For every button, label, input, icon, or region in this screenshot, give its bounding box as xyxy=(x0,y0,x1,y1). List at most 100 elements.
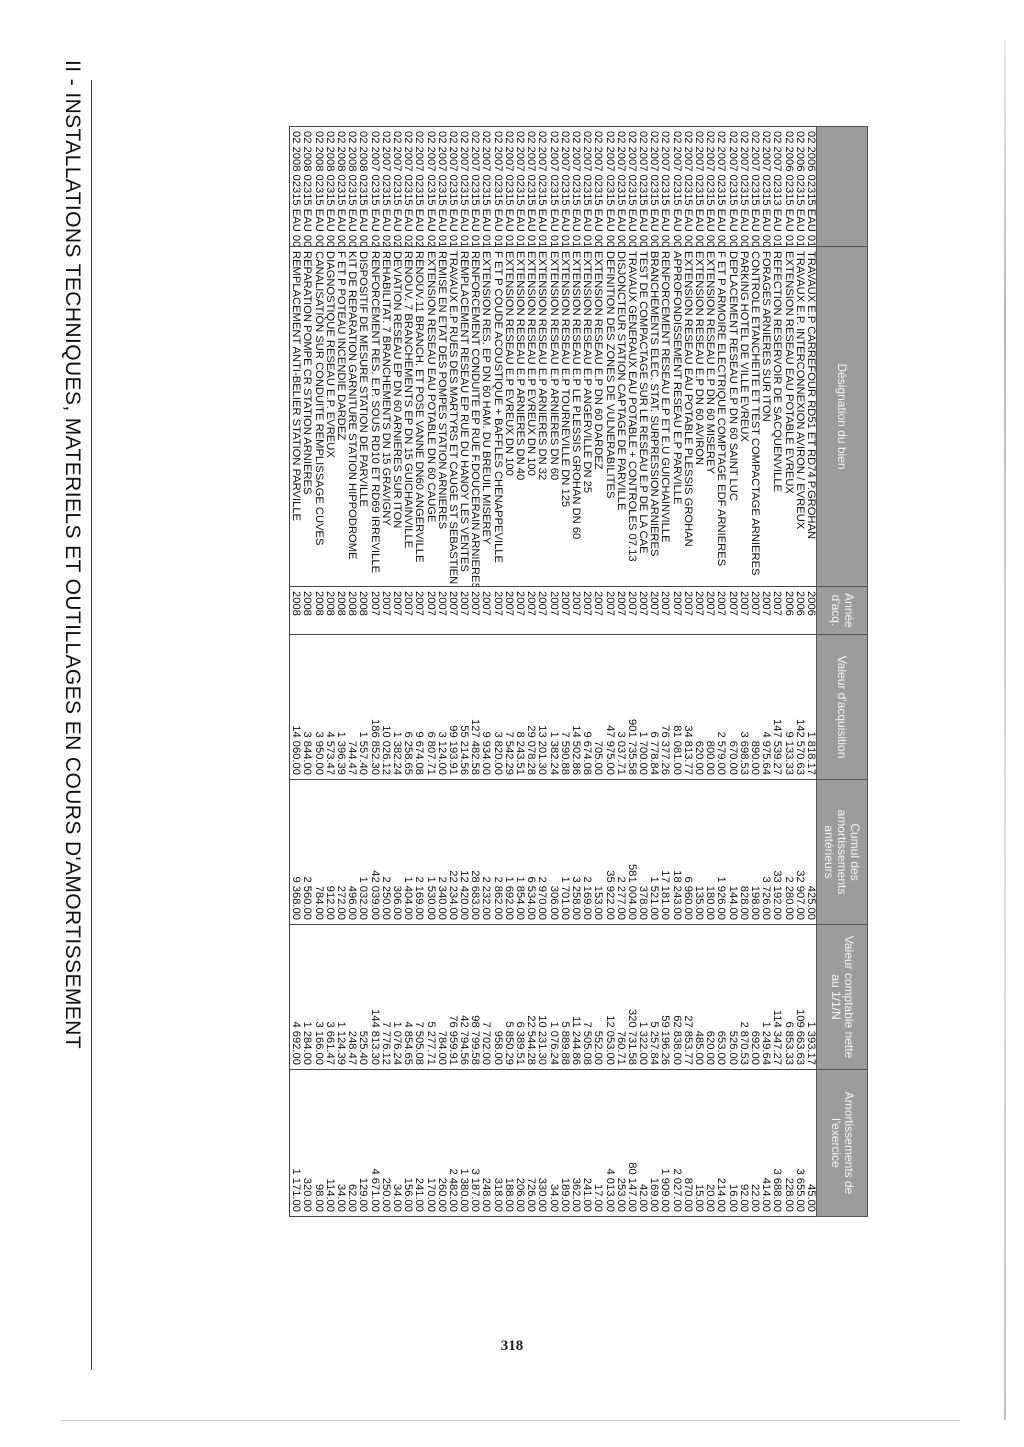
acquisition-year: 2007 xyxy=(637,586,649,635)
net-book-value: 485.00 xyxy=(692,924,705,1070)
net-book-value: 7 505.08 xyxy=(581,924,593,1070)
net-book-value: 98 799.58 xyxy=(469,924,481,1070)
table-row: 02 2007 02315 EAU 0118 EXTENSION RES. EP … xyxy=(480,126,492,1217)
net-book-value: 1 249.64 xyxy=(760,924,772,1070)
year-depreciation: 16.00 xyxy=(726,1069,738,1217)
net-book-value: 22 544.28 xyxy=(525,924,537,1070)
asset-designation: EXTENSION RESEAU E.P ARNIERES DN 32 xyxy=(536,246,548,587)
acquisition-year: 2007 xyxy=(760,586,772,635)
table-row: 02 2006 02315 EAU 0143 TRAVAUX E.P CARREF… xyxy=(804,126,817,1217)
acquisition-year: 2008 xyxy=(346,586,358,635)
net-book-value: 5 889.88 xyxy=(558,924,570,1070)
asset-reference: 02 2007 02313 EAU 0115 xyxy=(771,126,783,247)
asset-reference: 02 2007 02315 EAU 0048 xyxy=(648,126,660,247)
asset-reference: 02 2007 02315 EAU 0069 xyxy=(603,126,615,247)
table-row: 02 2007 02315 EAU 0024 DEPLACEMENT RESEAU… xyxy=(726,126,738,1217)
table-row: 02 2007 02315 EAU 0101 EXTENSION RESEAU E… xyxy=(569,126,582,1217)
net-book-value: 760.71 xyxy=(614,924,626,1070)
asset-reference: 02 2008 02315 EAU 0007 xyxy=(323,126,335,247)
acquisition-value: 3 820.00 xyxy=(491,634,503,780)
acquisition-value: 10 026.12 xyxy=(379,634,391,780)
asset-reference: 02 2007 02315 EAU 0202 xyxy=(413,126,425,247)
page-number: 318 xyxy=(500,1338,524,1354)
asset-designation: REMPLACEMENT ANTI-BELIER STATION PARVILL… xyxy=(289,246,302,587)
asset-designation: RENFORCEMENT RES. E.P. SOUS RD10 ET RD69… xyxy=(368,246,380,587)
acquisition-year: 2007 xyxy=(536,586,548,635)
year-depreciation: 3 655.00 xyxy=(793,1069,805,1217)
year-depreciation: 253.00 xyxy=(614,1069,626,1217)
acquisition-value: 4 573.47 xyxy=(323,634,335,780)
asset-reference: 02 2006 02315 EAU 0143 xyxy=(804,126,817,247)
table-row: 02 2007 02315 EAU 0205 REHABILITAT. 7 BRA… xyxy=(379,126,391,1217)
asset-reference: 02 2007 02315 EAU 0116 xyxy=(491,126,503,247)
prior-depreciation: 1 854.00 xyxy=(513,779,526,925)
net-book-value: 552.00 xyxy=(592,924,604,1070)
title-rule xyxy=(91,80,92,1370)
prior-depreciation: 2 250.00 xyxy=(379,779,391,925)
prior-depreciation: 2 970.00 xyxy=(536,779,548,925)
asset-reference: 02 2007 02315 EAU 0204 xyxy=(390,126,403,247)
acquisition-value: 901 735.58 xyxy=(625,634,637,780)
asset-designation: CONTROLE ETANCHEITE ET TEST COMPACTAGE A… xyxy=(748,246,761,587)
asset-designation: REHABILITAT. 7 BRANCHEMENTS DN 15 GRAVIG… xyxy=(379,246,391,587)
asset-designation: PARKING HOTEL DE VILLE EVREUX xyxy=(737,246,749,587)
net-book-value: 4 692.00 xyxy=(289,924,302,1070)
asset-designation: REMISE EN ETAT DES POMPES STATION ARNIER… xyxy=(435,246,447,587)
acquisition-value: 3 950.00 xyxy=(312,634,324,780)
table-row: 02 2007 02315 EAU 0203 RENOUV. 7 BRANCHEM… xyxy=(402,126,414,1217)
acquisition-value: 142 570.63 xyxy=(793,634,805,780)
asset-reference: 02 2007 02315 EAU 0206 xyxy=(368,126,380,247)
asset-designation: EXTENSION RESEAU E.P TOURNEVILLE DN 125 xyxy=(558,246,570,587)
asset-reference: 02 2007 02315 EAU 0105 xyxy=(525,126,537,247)
acquisition-value: 127 482.58 xyxy=(469,634,481,780)
year-depreciation: 92.00 xyxy=(737,1069,749,1217)
asset-reference: 02 2007 02315 EAU 0201 xyxy=(424,126,436,247)
acquisition-year: 2007 xyxy=(715,586,727,635)
asset-designation: RENOUV. 7 BRANCHEMENTS EP DN 15 GUICHAIN… xyxy=(402,246,414,587)
year-depreciation: 15.00 xyxy=(692,1069,705,1217)
net-book-value: 3 166.00 xyxy=(312,924,324,1070)
asset-designation: BRANCHEMENTS ELEC. STAT. SURPRESSION ARN… xyxy=(648,246,660,587)
year-depreciation: 42.00 xyxy=(637,1069,649,1217)
acquisition-year: 2007 xyxy=(726,586,738,635)
year-depreciation: 189.00 xyxy=(558,1069,570,1217)
acquisition-year: 2007 xyxy=(737,586,749,635)
acquisition-value: 890.00 xyxy=(748,634,761,780)
asset-reference: 02 2007 02315 EAU 0102 xyxy=(558,126,570,247)
acquisition-value: 99 193.91 xyxy=(446,634,458,780)
net-book-value: 114 347.27 xyxy=(771,924,783,1070)
asset-reference: 02 2007 02315 EAU 0024 xyxy=(726,126,738,247)
asset-designation: DEPLACEMENT RESEAU E.P DN 60 SAINT LUC xyxy=(726,246,738,587)
asset-reference: 02 2007 02315 EAU 0025 xyxy=(715,126,727,247)
table-row: 02 2007 02313 EAU 0115 REFECTION RESERVOI… xyxy=(771,126,783,1217)
year-depreciation: 414.00 xyxy=(760,1069,772,1217)
prior-depreciation: 1 692.00 xyxy=(502,779,514,925)
year-depreciation: 228.00 xyxy=(782,1069,794,1217)
acquisition-year: 2008 xyxy=(334,586,347,635)
table-row: 02 2007 02315 EAU 0043 EXTENSION RESEAU E… xyxy=(681,126,693,1217)
prior-depreciation: 581 004.00 xyxy=(625,779,637,925)
acquisition-value: 9 934.00 xyxy=(480,634,492,780)
prior-depreciation: 17 181.00 xyxy=(659,779,671,925)
acquisition-value: 1 382.24 xyxy=(547,634,559,780)
acquisition-year: 2008 xyxy=(301,586,313,635)
table-row: 02 2007 02315 EAU 0069 DEFINITION DES ZON… xyxy=(603,126,615,1217)
acquisition-value: 47 975.00 xyxy=(603,634,615,780)
year-depreciation: 156.00 xyxy=(402,1069,414,1217)
asset-designation: APPROFONDISSEMENT RESEAU E.P PARVILLE xyxy=(670,246,682,587)
header-acquisition-value: Valeur d'acquisition xyxy=(816,634,868,780)
acquisition-value: 1 700.00 xyxy=(637,634,649,780)
asset-reference: 02 2007 02315 EAU 0120 xyxy=(469,126,481,247)
asset-designation: TRAVAUX E.P RUES DES MARTYRS ET CAUGE ST… xyxy=(446,246,458,587)
asset-reference: 02 2007 02315 EAU 0016 xyxy=(760,126,772,247)
prior-depreciation: 6 534.00 xyxy=(525,779,537,925)
prior-depreciation: 306.00 xyxy=(390,779,403,925)
acquisition-year: 2007 xyxy=(704,586,716,635)
prior-depreciation: 135.00 xyxy=(692,779,705,925)
acquisition-year: 2007 xyxy=(458,586,470,635)
acquisition-value: 3 037.71 xyxy=(614,634,626,780)
table-row: 02 2007 02315 EAU 0116 F ET P COUDE ACOUS… xyxy=(491,126,503,1217)
prior-depreciation: 2 169.00 xyxy=(413,779,425,925)
asset-reference: 02 2007 02315 EAU 0203 xyxy=(402,126,414,247)
asset-reference: 02 2007 02315 EAU 0045 xyxy=(670,126,682,247)
